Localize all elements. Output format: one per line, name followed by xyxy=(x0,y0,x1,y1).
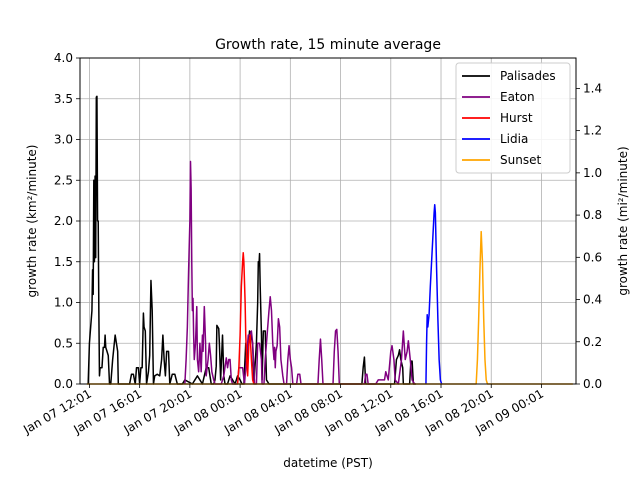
legend: Palisades Eaton Hurst Lidia Sunset xyxy=(455,62,571,174)
legend-box xyxy=(455,62,571,174)
y-left-tick-label: 0.0 xyxy=(54,377,73,391)
y-right-axis-ticks: 0.0 0.2 0.4 0.6 0.8 1.0 1.2 1.4 xyxy=(576,81,602,391)
y-right-tick-label: 1.4 xyxy=(583,81,602,95)
y-right-tick-label: 0.4 xyxy=(583,293,602,307)
y-right-tick-label: 0.8 xyxy=(583,208,602,222)
y-left-tick-label: 2.5 xyxy=(54,173,73,187)
legend-label-lidia: Lidia xyxy=(500,132,528,146)
y-left-axis-ticks: 0.0 0.5 1.0 1.5 2.0 2.5 3.0 3.5 4.0 xyxy=(54,51,80,391)
legend-label-palisades: Palisades xyxy=(500,69,556,83)
chart-title: Growth rate, 15 minute average xyxy=(215,37,441,53)
y-right-tick-label: 1.0 xyxy=(583,166,602,180)
y-left-tick-label: 3.5 xyxy=(54,92,73,106)
y-left-tick-label: 4.0 xyxy=(54,51,73,65)
y-right-axis-label: growth rate (mi²/minute) xyxy=(616,146,630,295)
series-line-palisades xyxy=(87,95,416,385)
y-left-tick-label: 2.0 xyxy=(54,214,73,228)
series-line-sunset xyxy=(86,230,573,385)
y-left-tick-label: 3.0 xyxy=(54,133,73,147)
legend-label-sunset: Sunset xyxy=(500,153,541,167)
y-right-tick-label: 1.2 xyxy=(583,124,602,138)
legend-label-eaton: Eaton xyxy=(500,90,535,104)
series-line-hurst xyxy=(236,252,255,385)
y-left-tick-label: 1.5 xyxy=(54,255,73,269)
x-axis-label: datetime (PST) xyxy=(283,456,373,470)
y-left-tick-label: 0.5 xyxy=(54,336,73,350)
y-left-tick-label: 1.0 xyxy=(54,296,73,310)
y-right-tick-label: 0.6 xyxy=(583,250,602,264)
y-left-axis-label: growth rate (km²/minute) xyxy=(25,145,39,298)
legend-label-hurst: Hurst xyxy=(500,111,533,125)
series-line-lidia xyxy=(425,203,443,385)
y-right-tick-label: 0.0 xyxy=(583,377,602,391)
y-right-tick-label: 0.2 xyxy=(583,335,602,349)
